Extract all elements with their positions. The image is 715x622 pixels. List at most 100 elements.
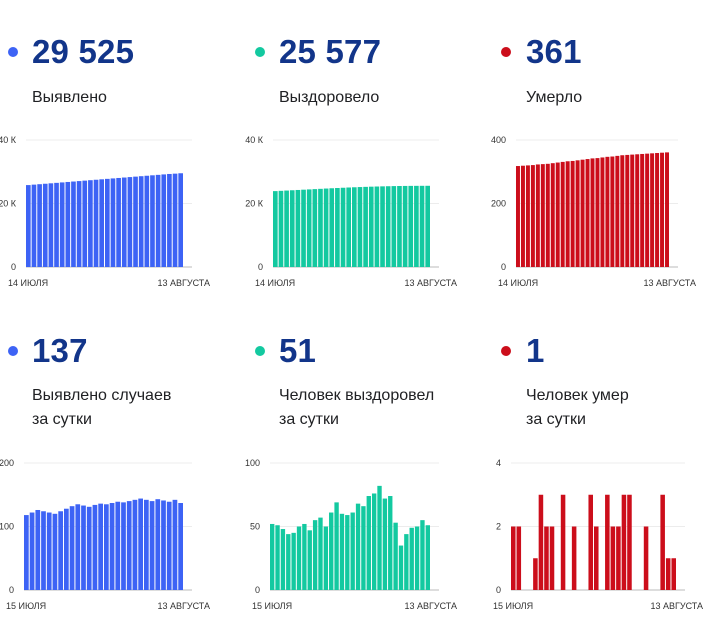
y-tick-label: 200 [0,458,14,468]
bar [605,156,610,267]
bar [42,183,48,267]
x-tick-label-last: 13 АВГУСТА [157,601,210,611]
bar [511,526,516,590]
bar [65,181,71,267]
bar [660,152,665,267]
bar [59,182,65,267]
bar [640,153,645,267]
bar [295,189,301,267]
bar [278,190,284,267]
bar [630,154,635,267]
bar [116,177,121,267]
bar [408,185,414,267]
x-tick-label-last: 13 АВГУСТА [650,601,703,611]
bar [302,523,307,590]
y-tick-label: 200 [491,199,506,209]
bar [178,173,183,267]
bar [52,513,58,590]
bar [71,181,76,267]
y-tick-label: 0 [496,585,501,595]
bar [352,187,357,267]
bar [150,175,155,267]
bar [149,501,155,590]
recovered-daily-label-line1: Человек выздоровел [279,387,435,404]
detected-daily-label-line1: Выявлено случаев [32,387,172,404]
bar [345,515,350,590]
bar [549,526,555,590]
bar [172,173,178,267]
bar [286,534,291,590]
bar [76,181,82,267]
bar [99,179,104,267]
bar [397,186,402,267]
x-tick-label-last: 13 АВГУСТА [643,278,696,288]
bar [363,186,368,267]
bar [540,164,545,267]
bar [616,526,621,590]
bar [26,185,31,267]
bar [621,494,627,590]
bar [571,526,577,590]
bar [37,184,42,267]
bar [575,160,580,267]
deaths-total-label: Умерло [526,89,583,106]
bar [544,526,549,590]
bar [391,186,397,267]
x-tick-label-first: 15 ИЮЛЯ [252,601,292,611]
bar [329,512,334,590]
bar [167,173,172,267]
bar [371,493,377,590]
bar [366,496,371,590]
bar [93,179,99,267]
bar [340,187,346,267]
bar [414,526,420,590]
bar [361,506,366,590]
bar [155,174,161,267]
bar [339,513,345,590]
bar [368,186,374,267]
bar [35,509,41,590]
bar [533,558,538,590]
bar [665,558,671,590]
bar [115,501,121,590]
bar [635,154,640,267]
y-tick-label: 20 К [0,199,17,209]
bar [385,186,391,267]
bar [58,511,63,590]
bar [590,158,595,267]
series-dot-icon [501,47,511,57]
bar [86,506,92,590]
bar [270,523,275,590]
bar [550,163,555,267]
bar [605,494,610,590]
bar [560,494,566,590]
bar [594,526,599,590]
y-tick-label: 0 [255,585,260,595]
bar [334,502,339,590]
y-tick-label: 0 [501,262,506,272]
bar [110,178,116,267]
y-tick-label: 40 К [245,135,264,145]
recovered-daily-label-line2: за сутки [279,411,339,428]
bar [98,503,103,590]
bar [643,526,649,590]
x-tick-label-first: 14 ИЮЛЯ [498,278,538,288]
bar [318,188,323,267]
bar [323,188,329,267]
bar [284,190,289,267]
bar [92,504,98,590]
y-tick-label: 400 [491,135,506,145]
chart-detected-daily: 0 100 200 15 ИЮЛЯ 13 АВГУСТА [0,458,210,611]
bar [380,186,385,267]
bar [425,185,430,267]
bar [398,545,404,590]
y-tick-label: 40 К [0,135,17,145]
bar [155,499,161,590]
bar [355,503,361,590]
bar [104,504,109,590]
bar [560,161,565,267]
bar [414,185,419,267]
chart-deaths-daily: 0 2 4 15 ИЮЛЯ 13 АВГУСТА [493,458,703,611]
y-tick-label: 50 [250,522,260,532]
bar [627,494,632,590]
